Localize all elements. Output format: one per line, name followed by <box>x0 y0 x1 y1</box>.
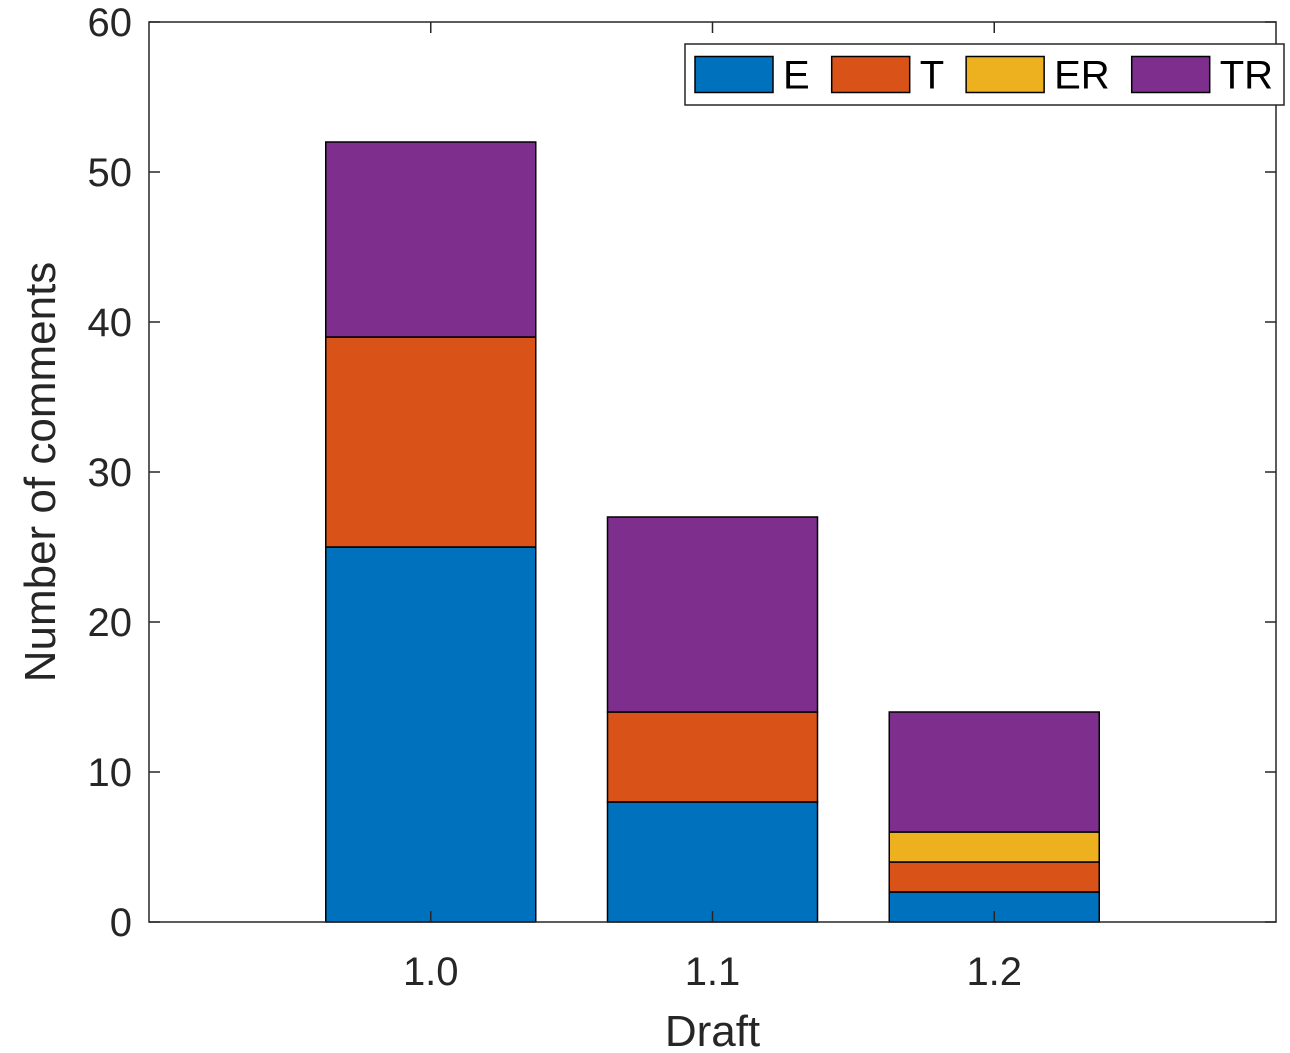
x-axis-label: Draft <box>665 1007 760 1053</box>
y-tick-label: 10 <box>88 751 133 795</box>
legend-label-er: ER <box>1054 54 1110 98</box>
y-tick-label: 50 <box>88 151 133 195</box>
x-tick-label: 1.2 <box>966 950 1022 994</box>
x-tick-label: 1.0 <box>403 950 459 994</box>
y-tick-label: 30 <box>88 451 133 495</box>
bar-1-1-e <box>606 801 819 923</box>
legend: E T ER TR <box>684 43 1285 106</box>
bar-1-2-t <box>888 861 1100 893</box>
bar-1-1-t <box>606 711 819 803</box>
bar-1-2-tr <box>888 711 1100 833</box>
legend-swatch-t <box>830 55 911 94</box>
bar-1-1-tr <box>606 516 819 713</box>
bar-1-0-e <box>325 546 537 923</box>
bar-1-0-t <box>325 336 537 548</box>
bar-1-2-er <box>888 831 1100 863</box>
y-tick-label: 60 <box>88 1 133 45</box>
bars-layer <box>325 141 1100 923</box>
y-axis-label: Number of comments <box>16 262 65 683</box>
legend-swatch-er <box>965 55 1045 94</box>
legend-swatch-e <box>694 55 774 94</box>
x-tick-labels: 1.0 1.1 1.2 <box>403 950 1022 994</box>
legend-label-t: T <box>920 54 944 98</box>
axis-ticks <box>149 21 1276 923</box>
legend-swatch-tr <box>1130 55 1211 94</box>
legend-label-e: E <box>783 54 810 98</box>
y-tick-label: 20 <box>88 601 133 645</box>
legend-label-tr: TR <box>1220 54 1273 98</box>
bar-1-0-tr <box>325 141 537 338</box>
x-tick-label: 1.1 <box>685 950 741 994</box>
y-tick-label: 40 <box>88 301 133 345</box>
y-tick-labels: 0 10 20 30 40 50 60 <box>88 1 133 945</box>
y-tick-label: 0 <box>110 901 132 945</box>
